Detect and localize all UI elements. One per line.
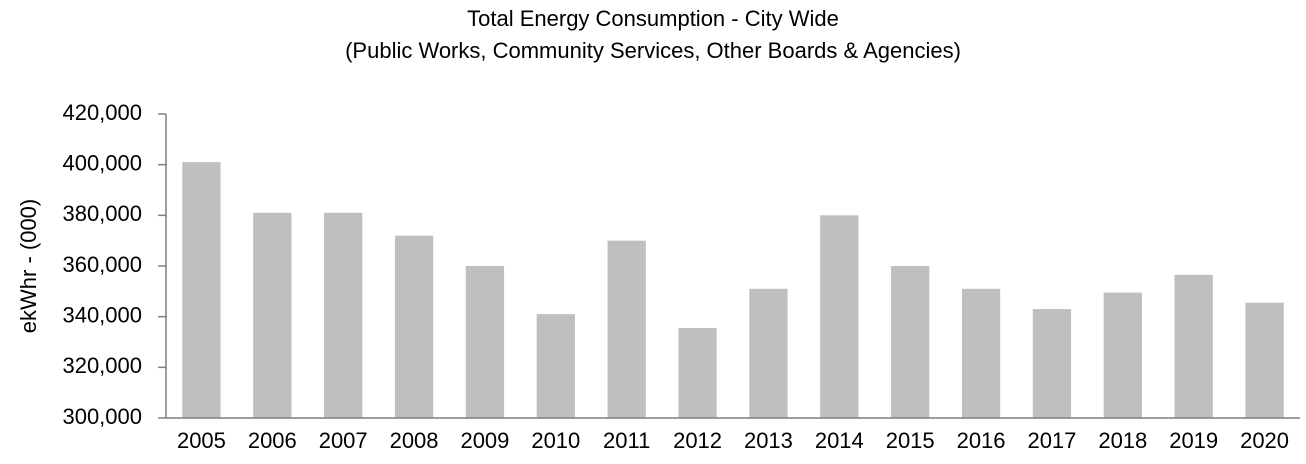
y-tick-label: 320,000 xyxy=(62,353,142,378)
bar xyxy=(253,212,292,418)
bar xyxy=(607,240,646,418)
bar xyxy=(1032,309,1072,418)
bar xyxy=(1245,302,1284,418)
y-tick-label: 380,000 xyxy=(62,201,142,226)
x-tick-label: 2020 xyxy=(1240,428,1289,453)
x-tick-label: 2018 xyxy=(1098,428,1147,453)
x-tick-label: 2019 xyxy=(1169,428,1218,453)
y-tick-label: 400,000 xyxy=(62,150,142,175)
x-tick-label: 2010 xyxy=(531,428,580,453)
x-tick-label: 2006 xyxy=(248,428,297,453)
x-tick-label: 2017 xyxy=(1027,428,1076,453)
x-tick-label: 2009 xyxy=(460,428,509,453)
x-tick-label: 2012 xyxy=(673,428,722,453)
bar xyxy=(536,314,575,418)
bar xyxy=(182,162,221,418)
y-tick-label: 360,000 xyxy=(62,252,142,277)
bar xyxy=(324,212,363,418)
x-tick-label: 2015 xyxy=(886,428,935,453)
x-tick-label: 2008 xyxy=(390,428,439,453)
bar xyxy=(891,266,930,418)
bar xyxy=(678,328,717,418)
x-tick-label: 2013 xyxy=(744,428,793,453)
x-tick-label: 2014 xyxy=(815,428,864,453)
y-tick-label: 340,000 xyxy=(62,302,142,327)
x-tick-label: 2005 xyxy=(177,428,226,453)
chart-subtitle: (Public Works, Community Services, Other… xyxy=(345,38,961,63)
x-tick-label: 2016 xyxy=(957,428,1006,453)
y-axis-label: ekWhr - (000) xyxy=(16,199,41,333)
x-tick-label: 2007 xyxy=(319,428,368,453)
x-tick-label: 2011 xyxy=(603,428,650,453)
y-tick-label: 420,000 xyxy=(62,100,142,125)
bar xyxy=(749,288,788,418)
bar xyxy=(1174,274,1213,418)
chart-title: Total Energy Consumption - City Wide xyxy=(467,6,839,31)
bar xyxy=(465,266,505,418)
bar xyxy=(820,215,859,418)
bar xyxy=(1103,292,1142,418)
bar xyxy=(394,235,434,418)
bar xyxy=(961,288,1001,418)
y-tick-label: 300,000 xyxy=(62,404,142,429)
